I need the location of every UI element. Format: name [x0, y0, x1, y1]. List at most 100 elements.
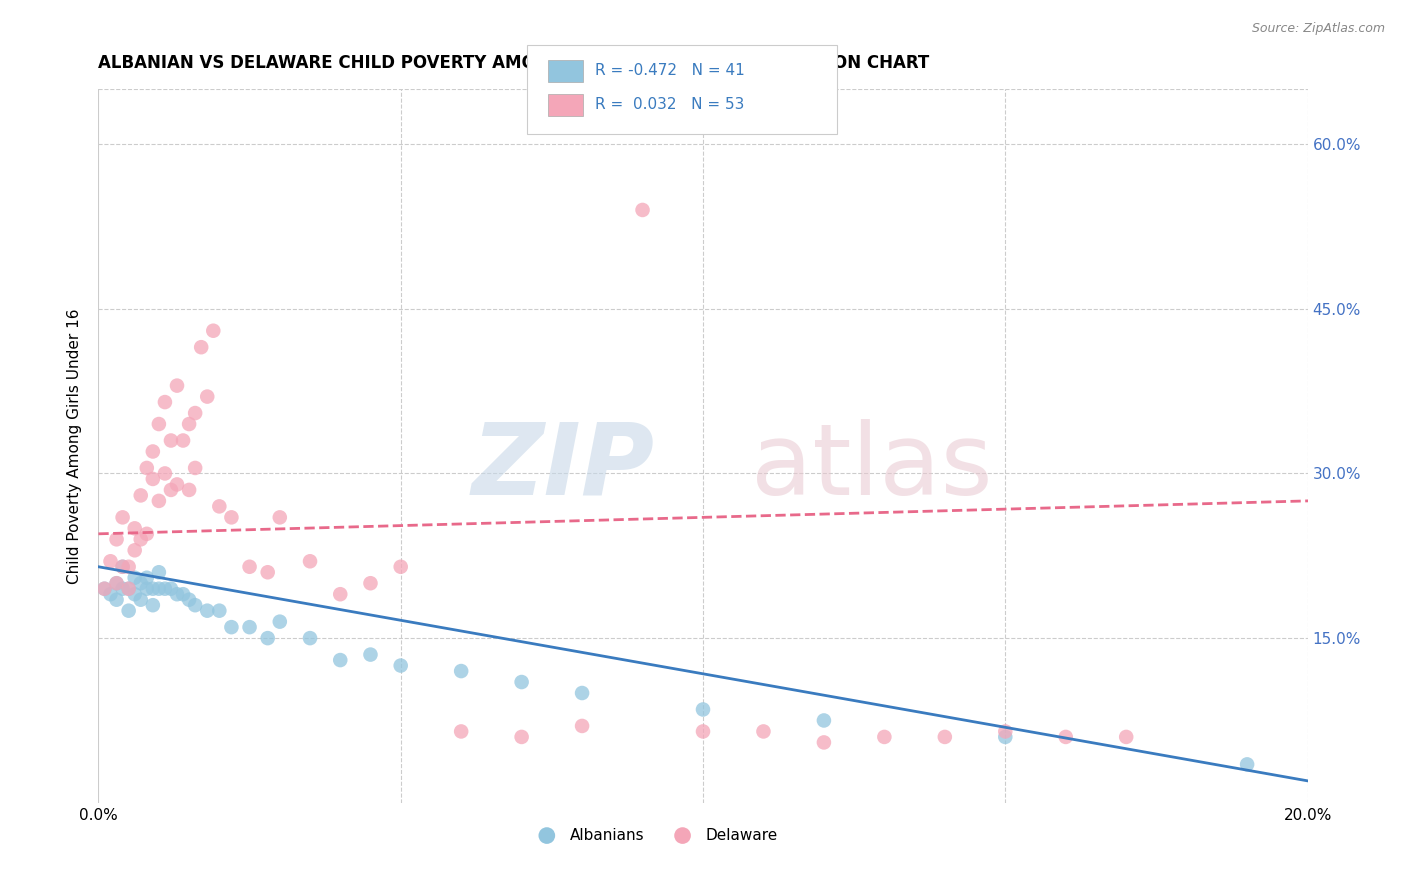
Point — [934, 730, 956, 744]
Point — [148, 566, 170, 580]
Point — [129, 592, 152, 607]
Point — [166, 587, 188, 601]
Point — [135, 582, 157, 596]
Point — [153, 467, 176, 481]
Point — [118, 582, 141, 596]
Point — [118, 559, 141, 574]
Point — [166, 477, 188, 491]
Point — [172, 434, 194, 448]
Point — [111, 582, 134, 596]
Point — [124, 587, 146, 601]
Point — [389, 658, 412, 673]
Point — [111, 559, 134, 574]
Point — [208, 500, 231, 514]
Point — [195, 604, 218, 618]
Legend: Albanians, Delaware: Albanians, Delaware — [526, 822, 783, 848]
Point — [813, 735, 835, 749]
Point — [129, 533, 152, 547]
Point — [239, 620, 262, 634]
Point — [160, 483, 183, 497]
Point — [148, 582, 170, 596]
Point — [160, 582, 183, 596]
Point — [329, 587, 352, 601]
Point — [166, 378, 188, 392]
Point — [994, 724, 1017, 739]
Point — [389, 559, 412, 574]
Point — [160, 434, 183, 448]
Point — [813, 714, 835, 728]
Point — [360, 576, 382, 591]
Point — [510, 675, 533, 690]
Point — [118, 604, 141, 618]
Text: R = -0.472   N = 41: R = -0.472 N = 41 — [595, 63, 745, 78]
Point — [142, 472, 165, 486]
Point — [208, 604, 231, 618]
Point — [184, 461, 207, 475]
Point — [692, 702, 714, 716]
Point — [450, 664, 472, 678]
Point — [269, 510, 291, 524]
Point — [994, 730, 1017, 744]
Point — [105, 592, 128, 607]
Point — [299, 631, 322, 645]
Point — [179, 417, 201, 431]
Point — [172, 587, 194, 601]
Point — [111, 559, 134, 574]
Text: R =  0.032   N = 53: R = 0.032 N = 53 — [595, 97, 744, 112]
Point — [752, 724, 775, 739]
Point — [571, 719, 593, 733]
Point — [360, 648, 382, 662]
Point — [239, 559, 262, 574]
Point — [129, 488, 152, 502]
Point — [148, 494, 170, 508]
Point — [256, 631, 278, 645]
Point — [124, 571, 146, 585]
Point — [692, 724, 714, 739]
Point — [129, 576, 152, 591]
Point — [124, 521, 146, 535]
Point — [148, 417, 170, 431]
Point — [105, 576, 128, 591]
Point — [329, 653, 352, 667]
Point — [135, 461, 157, 475]
Point — [105, 533, 128, 547]
Point — [179, 592, 201, 607]
Point — [153, 395, 176, 409]
Point — [190, 340, 212, 354]
Point — [221, 620, 243, 634]
Point — [124, 543, 146, 558]
Point — [221, 510, 243, 524]
Point — [510, 730, 533, 744]
Point — [111, 510, 134, 524]
Point — [450, 724, 472, 739]
Point — [1115, 730, 1137, 744]
Point — [153, 582, 176, 596]
Point — [100, 587, 122, 601]
Y-axis label: Child Poverty Among Girls Under 16: Child Poverty Among Girls Under 16 — [67, 309, 83, 583]
Point — [93, 582, 115, 596]
Point — [571, 686, 593, 700]
Point — [299, 554, 322, 568]
Point — [135, 526, 157, 541]
Point — [142, 444, 165, 458]
Point — [256, 566, 278, 580]
Point — [105, 576, 128, 591]
Point — [93, 582, 115, 596]
Text: Source: ZipAtlas.com: Source: ZipAtlas.com — [1251, 22, 1385, 36]
Point — [184, 598, 207, 612]
Text: ALBANIAN VS DELAWARE CHILD POVERTY AMONG GIRLS UNDER 16 CORRELATION CHART: ALBANIAN VS DELAWARE CHILD POVERTY AMONG… — [98, 54, 929, 72]
Point — [142, 598, 165, 612]
Point — [135, 571, 157, 585]
Text: ZIP: ZIP — [471, 419, 655, 516]
Point — [202, 324, 225, 338]
Point — [179, 483, 201, 497]
Point — [631, 202, 654, 217]
Point — [195, 390, 218, 404]
Point — [873, 730, 896, 744]
Text: atlas: atlas — [751, 419, 993, 516]
Point — [269, 615, 291, 629]
Point — [1054, 730, 1077, 744]
Point — [118, 582, 141, 596]
Point — [142, 582, 165, 596]
Point — [184, 406, 207, 420]
